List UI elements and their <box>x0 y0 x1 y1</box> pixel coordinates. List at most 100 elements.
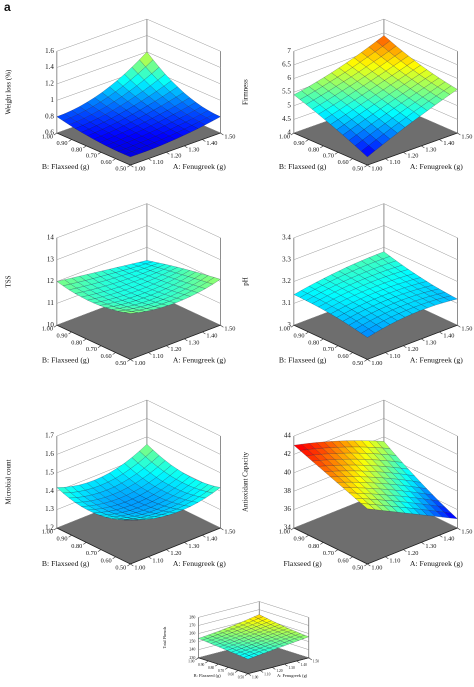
x-tick <box>148 556 152 560</box>
x-tick <box>439 331 443 335</box>
y-tick <box>195 657 199 661</box>
surface-cell <box>360 503 376 510</box>
z-tick-label: 3 <box>287 321 291 329</box>
x-tick-label: 1.40 <box>301 663 307 667</box>
z-tick-label: 36 <box>284 505 292 513</box>
y-tick <box>215 663 219 667</box>
y-tick <box>290 324 295 328</box>
y-tick <box>112 158 116 161</box>
y-tick <box>334 549 339 552</box>
x-tick <box>130 164 134 168</box>
z-tick-label: 1.2 <box>45 524 54 532</box>
x-tick-label: 1.50 <box>461 326 472 333</box>
y-axis-label: B: Flaxseed (g) <box>279 162 327 171</box>
x-tick <box>184 145 188 149</box>
surface-cell <box>243 655 254 660</box>
y-tick <box>320 145 324 149</box>
x-tick-label: 1.40 <box>443 332 454 339</box>
y-axis-label: Flaxseed (g) <box>284 559 323 568</box>
floor-edge <box>56 132 131 166</box>
y-tick <box>83 338 87 342</box>
floor-edge <box>247 657 309 675</box>
grid-line <box>56 399 221 437</box>
x-tick <box>148 352 152 355</box>
y-tick <box>334 345 339 348</box>
grid-line <box>56 35 221 68</box>
y-tick-label: 0.50 <box>352 564 363 571</box>
z-tick-label: 7 <box>287 47 291 55</box>
y-tick <box>349 352 353 355</box>
x-tick <box>421 338 425 342</box>
z-tick-label: 11 <box>47 299 54 307</box>
surface-cell <box>360 328 376 338</box>
x-tick-label: 1.30 <box>188 543 199 550</box>
z-tick-label: 6.5 <box>282 60 291 68</box>
x-tick-label: 1.10 <box>389 557 400 564</box>
x-tick-label: 1.10 <box>152 353 163 360</box>
y-tick-label: 0.60 <box>101 557 112 564</box>
y-tick-label: 0.70 <box>323 346 334 353</box>
z-tick-label: 1.5 <box>45 468 54 476</box>
grid-line <box>56 203 221 239</box>
x-tick-label: 1.10 <box>389 159 400 166</box>
x-tick <box>166 345 170 348</box>
y-tick-label: 0.80 <box>308 339 319 346</box>
z-tick-label: 1.6 <box>45 47 54 55</box>
z-tick-label: 1.2 <box>45 80 54 88</box>
x-tick <box>184 542 188 545</box>
y-tick-label: 1.00 <box>188 660 194 664</box>
y-tick-label: 0.60 <box>338 159 349 166</box>
y-tick <box>334 152 339 155</box>
grid-line <box>56 247 221 282</box>
z-tick-label: 3.3 <box>282 255 291 263</box>
z-axis-label: pH <box>242 277 250 286</box>
floor-edge <box>56 324 131 360</box>
y-tick-label: 0.80 <box>71 339 82 346</box>
x-tick-label: 1.40 <box>443 140 454 147</box>
grid-line <box>56 225 221 260</box>
x-tick <box>439 534 443 538</box>
z-tick-label: 38 <box>284 487 292 495</box>
z-axis-label: Total Phenols <box>162 626 167 648</box>
x-tick-label: 1.10 <box>264 672 270 676</box>
y-axis-label: B: Flaxseed (g) <box>42 162 90 171</box>
y-tick <box>234 670 239 673</box>
x-tick-label: 1.20 <box>276 669 282 673</box>
y-axis-label: B: Flaxseed (g) <box>42 355 90 364</box>
x-tick-label: 1.50 <box>224 133 235 140</box>
z-tick-label: 1.6 <box>45 450 54 458</box>
y-tick-label: 1.00 <box>279 133 290 140</box>
surface-chart: 3 3.1 3.2 3.3 3.4 pH 1.00 1.10 1.20 1.30 1.40 1.50 0… <box>242 203 472 367</box>
x-tick <box>284 663 288 667</box>
floor-edge <box>130 324 221 360</box>
surface-chart: 10 11 12 13 14 TSS 1.00 1.10 1.20 1.30 1.40 1.50 0.5… <box>5 203 235 367</box>
x-tick-label: 1.40 <box>206 536 217 543</box>
x-axis-label: A: Fenugreek (g) <box>173 162 226 171</box>
x-tick-label: 1.00 <box>134 360 145 367</box>
y-axis-label: B: Flaxseed (g) <box>194 673 222 678</box>
y-tick-label: 0.70 <box>323 550 334 557</box>
x-tick <box>272 667 276 670</box>
surface-chart: 34 36 38 40 42 44 Antioxidant Capacity 1.00 1.10… <box>242 399 472 571</box>
y-tick <box>53 324 58 328</box>
grid-line <box>293 399 458 437</box>
y-tick <box>349 556 353 560</box>
y-axis-label: B: Flaxseed (g) <box>42 559 90 568</box>
x-tick-label: 1.50 <box>313 660 319 664</box>
x-axis-label: A: Fenugreek (g) <box>173 355 226 364</box>
floor-edge <box>367 527 458 565</box>
y-tick <box>364 563 368 567</box>
x-tick <box>403 345 407 348</box>
y-tick-label: 0.60 <box>101 353 112 360</box>
x-tick <box>130 359 134 362</box>
x-tick <box>385 352 389 355</box>
z-tick-label: 230 <box>189 655 195 660</box>
x-axis-label: A: Fenugreek (g) <box>410 355 463 364</box>
y-tick-label: 0.60 <box>101 159 112 166</box>
x-tick <box>421 145 425 149</box>
y-tick <box>97 152 102 155</box>
y-tick <box>364 164 368 168</box>
y-tick <box>68 534 72 538</box>
z-tick-label: 1.4 <box>45 63 54 71</box>
x-tick-label: 1.10 <box>152 557 163 564</box>
